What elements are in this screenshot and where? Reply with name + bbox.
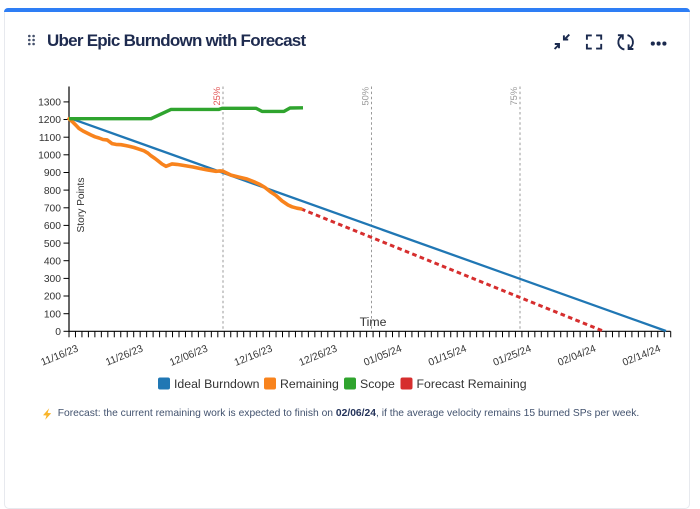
svg-text:1200: 1200 (38, 115, 61, 126)
svg-text:700: 700 (44, 204, 61, 215)
svg-text:Time: Time (360, 315, 387, 329)
svg-text:75%: 75% (509, 87, 519, 106)
svg-text:400: 400 (44, 256, 61, 267)
svg-text:Scope: Scope (360, 377, 395, 391)
svg-text:Ideal Burndown: Ideal Burndown (174, 377, 260, 391)
svg-text:1000: 1000 (38, 151, 61, 162)
svg-text:11/16/23: 11/16/23 (40, 343, 81, 368)
svg-text:01/15/24: 01/15/24 (427, 343, 469, 368)
svg-text:800: 800 (44, 186, 61, 197)
svg-text:02/04/24: 02/04/24 (556, 343, 598, 368)
svg-text:Forecast Remaining: Forecast Remaining (417, 377, 527, 391)
svg-text:Story Points: Story Points (76, 178, 87, 233)
svg-text:200: 200 (44, 292, 61, 303)
svg-text:Remaining: Remaining (280, 377, 339, 391)
svg-text:01/05/24: 01/05/24 (362, 343, 404, 368)
svg-text:300: 300 (44, 274, 61, 285)
svg-text:1300: 1300 (38, 98, 61, 109)
svg-text:900: 900 (44, 168, 61, 179)
svg-text:02/14/24: 02/14/24 (621, 343, 663, 368)
svg-text:12/26/23: 12/26/23 (298, 343, 340, 368)
svg-text:01/25/24: 01/25/24 (492, 343, 534, 368)
svg-text:11/26/23: 11/26/23 (104, 343, 145, 368)
svg-text:100: 100 (44, 309, 61, 320)
svg-text:500: 500 (44, 239, 61, 250)
svg-text:12/16/23: 12/16/23 (233, 343, 275, 368)
svg-text:12/06/23: 12/06/23 (168, 343, 210, 368)
svg-text:600: 600 (44, 221, 61, 232)
svg-text:25%: 25% (212, 87, 222, 106)
svg-text:0: 0 (55, 327, 61, 338)
svg-text:1100: 1100 (39, 133, 61, 144)
svg-text:50%: 50% (361, 87, 371, 106)
